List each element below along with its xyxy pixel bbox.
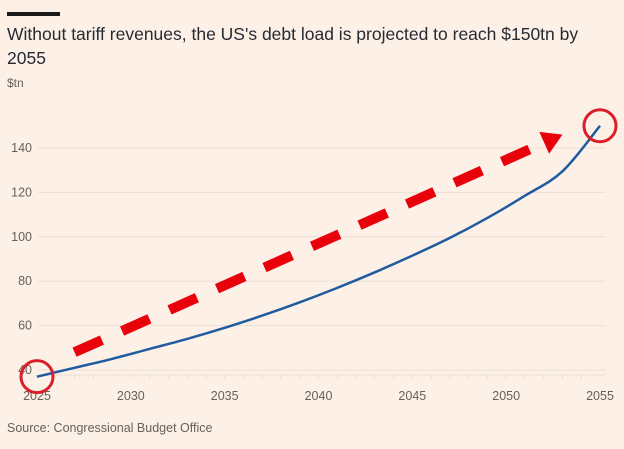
x-tick-label-2045: 2045 (398, 389, 426, 403)
y-tick-label-140: 140 (11, 141, 32, 155)
brand-bar (7, 12, 60, 16)
series-line-0 (36, 125, 601, 378)
x-tick-label-2035: 2035 (211, 389, 239, 403)
x-tick-label-2040: 2040 (305, 389, 333, 403)
x-tick-label-2055: 2055 (586, 389, 614, 403)
y-axis-unit: $tn (7, 76, 24, 90)
highlight-circle-end (582, 108, 618, 144)
y-tick-label-100: 100 (11, 230, 32, 244)
chart-title: Without tariff revenues, the US's debt l… (7, 24, 579, 68)
series-group (36, 125, 601, 378)
annotations (19, 108, 618, 395)
arrow-head-icon (539, 131, 563, 154)
x-tick-label-2050: 2050 (492, 389, 520, 403)
grid-lines (36, 147, 606, 379)
x-tick-label-2030: 2030 (117, 389, 145, 403)
x-axis-ticks: 2025 2030 2035 2040 2045 2050 2055 (23, 389, 614, 403)
dashed-arrow-shaft (72, 138, 547, 357)
y-tick-label-60: 60 (18, 319, 32, 333)
y-tick-label-120: 120 (11, 185, 32, 199)
source-note: Source: Congressional Budget Office (7, 421, 213, 435)
highlight-circle-start (19, 359, 55, 395)
y-tick-label-80: 80 (18, 274, 32, 288)
